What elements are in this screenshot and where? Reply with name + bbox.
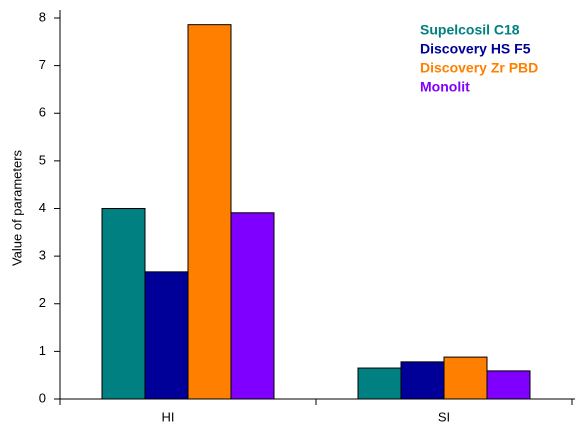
bar	[187, 24, 232, 400]
y-tick-label: 4	[39, 200, 46, 215]
bar	[486, 370, 531, 400]
y-tick-label: 8	[39, 9, 46, 24]
legend-entry: Supelcosil C18	[420, 22, 520, 38]
bar	[443, 356, 488, 400]
y-tick-label: 0	[39, 390, 46, 405]
bar	[144, 271, 189, 400]
x-tick-label: HI	[162, 409, 175, 424]
legend-entry: Monolit	[420, 79, 470, 95]
y-tick-label: 5	[39, 152, 46, 167]
y-tick-label: 1	[39, 343, 46, 358]
y-tick-label: 3	[39, 248, 46, 263]
bar	[101, 208, 146, 400]
bar	[230, 212, 275, 400]
bar	[357, 367, 402, 400]
y-tick-label: 6	[39, 105, 46, 120]
y-tick-label: 7	[39, 57, 46, 72]
legend-entry: Discovery Zr PBD	[420, 60, 538, 76]
bar	[400, 361, 445, 400]
y-tick-label: 2	[39, 295, 46, 310]
y-axis-label: Value of parameters	[9, 149, 24, 266]
legend-entry: Discovery HS F5	[420, 41, 531, 57]
x-tick-label: SI	[438, 409, 450, 424]
